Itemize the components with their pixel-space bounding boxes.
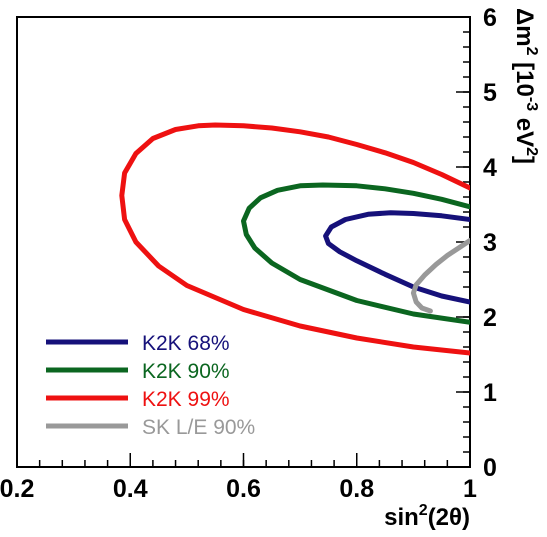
curve-k2k-90 (241, 182, 470, 325)
x-tick-label: 0.2 (0, 475, 34, 503)
contour-curves (119, 122, 470, 356)
y-tick-label: 1 (483, 379, 497, 407)
y-tick-label: 5 (483, 79, 497, 107)
y-tick-labels: 0 1 2 3 4 5 6 (483, 4, 497, 482)
curve-sk-l-e-90 (410, 238, 470, 314)
x-tick-label: 1 (463, 475, 477, 503)
legend: K2K 68% K2K 90% K2K 99% SK L/E 90% (46, 332, 255, 439)
x-tick-label: 0.4 (113, 475, 148, 503)
y-tick-label: 2 (483, 304, 497, 332)
y-tick-label: 4 (483, 154, 497, 182)
x-tick-labels: 0.2 0.4 0.6 0.8 1 (0, 475, 477, 503)
x-tick-label: 0.6 (226, 475, 261, 503)
curve-k2k-68 (323, 210, 470, 305)
legend-label-k2k-99: K2K 99% (142, 388, 230, 411)
y-axis-title: Δm2 [10-3 eV2] (511, 8, 540, 164)
y-tick-label: 3 (483, 229, 497, 257)
x-axis-title: sin2(2θ) (384, 502, 470, 531)
legend-label-k2k-90: K2K 90% (142, 360, 230, 383)
legend-label-sk-l-e-90: SK L/E 90% (142, 416, 255, 439)
x-tick-label: 0.8 (339, 475, 374, 503)
curve-k2k-99 (119, 122, 470, 356)
major-ticks (16, 16, 471, 468)
legend-label-k2k-68: K2K 68% (142, 332, 230, 355)
y-tick-label: 6 (483, 4, 497, 32)
y-tick-label: 0 (483, 454, 497, 482)
